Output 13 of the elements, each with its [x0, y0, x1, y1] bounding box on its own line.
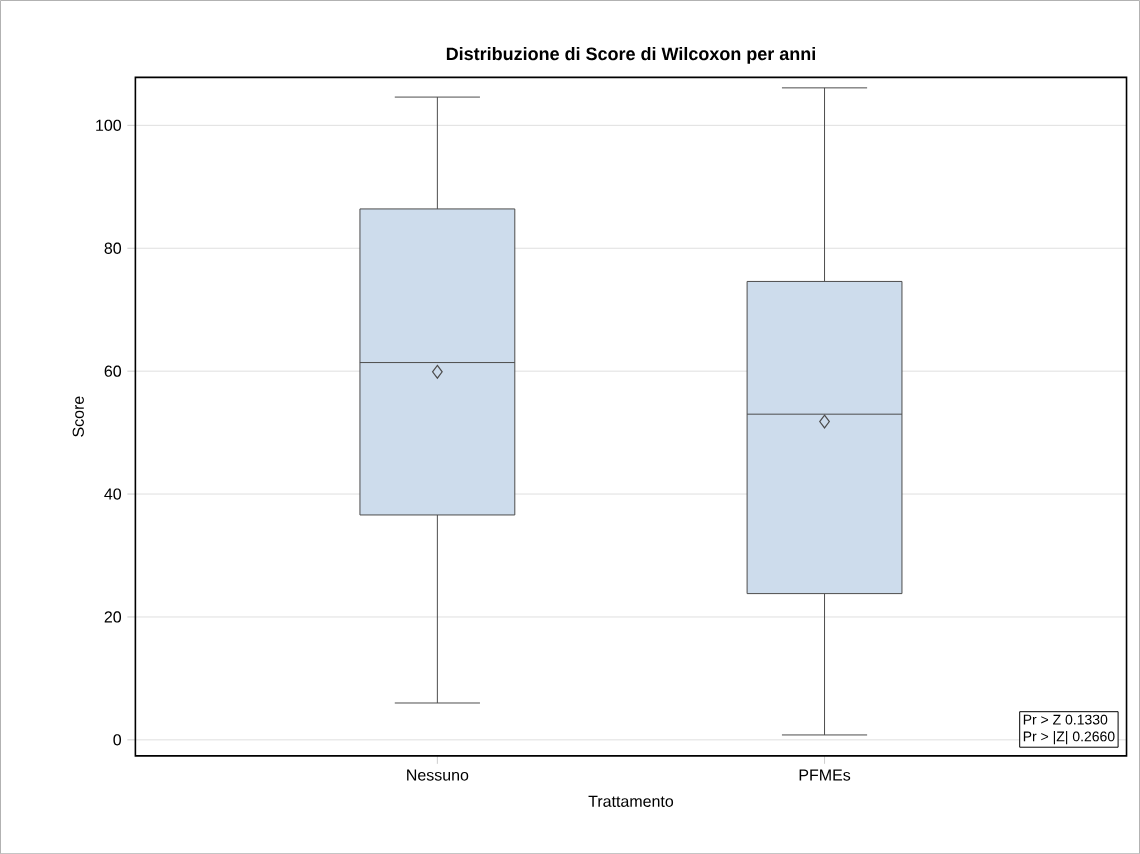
x-tick-label: Nessuno: [407, 769, 469, 781]
x-tick-label: PFMEs: [799, 769, 851, 781]
y-tick-label: 60: [104, 365, 122, 377]
chart-title: Distribuzione di Score di Wilcoxon per anni: [446, 46, 815, 64]
y-axis-title: Score: [72, 396, 84, 437]
y-tick-label: 0: [113, 734, 122, 746]
y-tick-label: 80: [104, 242, 122, 254]
y-tick-label: 100: [96, 119, 122, 131]
x-axis-title: Trattamento: [588, 795, 674, 807]
annotation: Pr > |Z| 0.2660: [1023, 730, 1115, 745]
y-tick-label: 40: [104, 488, 122, 500]
y-tick-label: 20: [104, 611, 122, 623]
annotation: Pr > Z 0.1330: [1023, 714, 1108, 725]
